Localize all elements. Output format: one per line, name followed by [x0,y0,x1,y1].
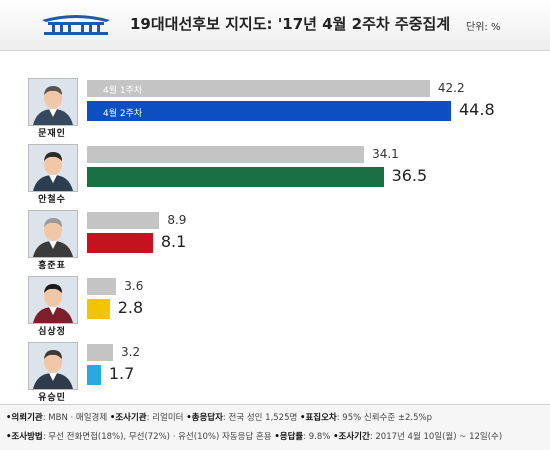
candidate-name: 심상정 [38,327,66,337]
blue-house-logo [42,15,110,35]
bar-week1 [87,146,365,163]
unit-label: 단위: % [466,22,501,33]
value-label: 8.9 [167,213,187,227]
bar-week1 [87,80,430,97]
candidate-portrait [28,210,78,258]
candidate-portrait [28,144,78,192]
candidate-name: 문재인 [38,129,66,139]
footer-divider [0,404,550,405]
bar-week1 [87,278,117,295]
info-value: : 전국 성인 1,525명 [222,413,301,423]
value-label: 44.8 [459,100,495,119]
header-band: 19대대선후보 지지도: '17년 4월 2주차 주중집계 단위: % [0,0,550,51]
value-label: 3.2 [121,345,141,359]
candidate-portrait [28,342,78,390]
value-label: 34.1 [372,147,399,161]
survey-info-row-2: •조사방법: 무선 전화면접(18%), 무선(72%) · 유선(10%) 자… [6,430,502,442]
info-key: •표집오차 [300,413,337,423]
bar-week2 [87,299,110,319]
bar-chart: 문재인 4월 1주차 42.2 4월 2주차 44.8 안철수 34.1 36.5 홍준표 8.9… [0,60,550,403]
info-value: : 9.8% [303,432,334,442]
value-label: 2.8 [117,298,144,317]
info-key: •조사기간 [333,432,370,442]
bar-week2 [87,365,101,385]
value-label: 1.7 [108,364,135,383]
value-label: 8.1 [160,232,187,251]
candidate-name: 홍준표 [38,261,66,271]
info-value: : 무선 전화면접(18%), 무선(72%) · 유선(10%) 자동응답 혼… [42,432,275,442]
bar-week2 [87,233,153,253]
info-value: : MBN · 매일경제 [42,413,110,423]
candidate-name: 유승민 [38,393,66,403]
info-key: •조사기관 [109,413,147,423]
info-key: •조사방법 [6,432,43,442]
info-value: : 95% 신뢰수준 ±2.5%p [336,413,432,423]
info-value: : 리얼미터 [146,413,187,423]
chart-title: 19대대선후보 지지도: '17년 4월 2주차 주중집계 [130,15,451,33]
series-label: 4월 1주차 [103,86,143,96]
bar-week1 [87,212,160,229]
bar-week2 [87,101,451,121]
bar-week2 [87,167,384,187]
value-label: 42.2 [437,81,465,95]
candidate-portrait [28,78,78,126]
candidate-portrait [28,276,78,324]
survey-info-row-1: •의뢰기관: MBN · 매일경제 •조사기관: 리얼미터 •총응답자: 전국 … [6,411,432,423]
value-label: 3.6 [124,279,144,293]
info-key: •응답률 [274,432,304,442]
survey-info-footer: •의뢰기관: MBN · 매일경제 •조사기관: 리얼미터 •총응답자: 전국 … [0,405,550,450]
value-label: 36.5 [391,166,428,185]
info-key: •의뢰기관 [6,413,43,423]
bar-week1 [87,344,113,361]
info-value: : 2017년 4월 10일(월) ~ 12일(수) [369,432,503,442]
info-key: •총응답자 [186,413,223,423]
series-label: 4월 2주차 [103,108,143,119]
candidate-name: 안철수 [38,195,66,205]
